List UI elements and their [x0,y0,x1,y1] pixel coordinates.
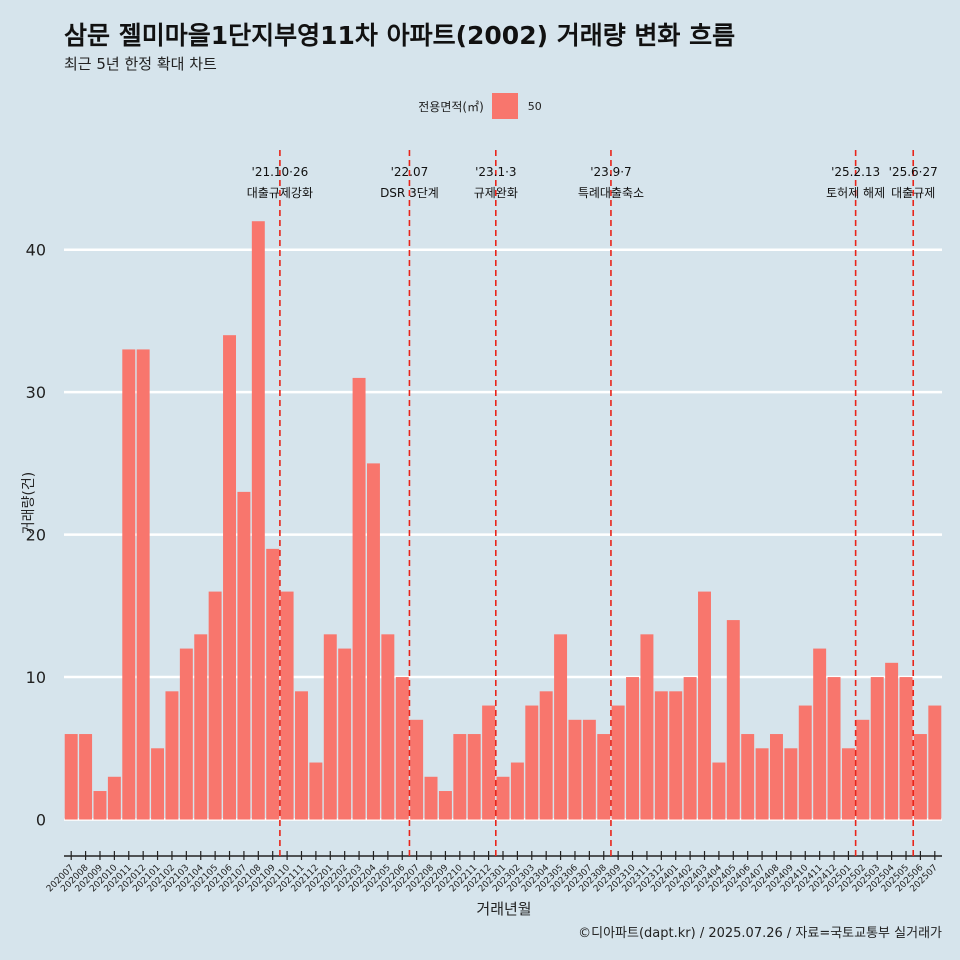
bar [712,762,726,820]
bar [352,377,366,820]
bar [698,591,711,820]
bar [813,648,827,820]
bar [640,634,654,820]
event-date-label: '25.6·27 [889,165,938,179]
bar [568,719,582,820]
bar [410,719,424,820]
event-date-label: '25.2.13 [831,165,880,179]
event-date-label: '23.9·7 [590,165,631,179]
bar [381,634,395,820]
bar [769,734,783,820]
bar [539,691,553,820]
legend-label: 50 [527,99,542,113]
bar [827,677,841,820]
bar [899,677,913,820]
bar [93,791,107,820]
bar [913,734,927,820]
bar [208,591,222,820]
bar [323,634,337,820]
y-axis-label: 거래량(건) [21,471,37,535]
bar [870,677,884,820]
bar [755,748,769,820]
bar [165,691,179,820]
bar [726,620,740,820]
event-name-label: 토허제 해제 [826,186,885,200]
bar [467,734,481,820]
legend-title: 전용면적(㎡) [418,99,484,114]
bar [280,591,294,820]
bar [554,634,568,820]
bar [366,463,380,820]
chart-title: 삼문 젤미마을1단지부영11차 아파트(2002) 거래량 변화 흐름 [64,21,736,50]
bar [928,705,942,820]
bar [266,548,280,820]
bar [798,705,812,820]
legend-color-key [491,93,518,119]
bar [482,705,496,820]
bar [338,648,352,820]
event-name-label: 대출규제강화 [247,186,313,200]
event-name-label: DSR 3단계 [380,186,439,200]
bar [841,748,855,820]
bar [654,691,668,820]
y-tick-label: 30 [26,383,46,402]
chart-subtitle: 최근 5년 한정 확대 차트 [64,55,217,73]
bar [237,491,251,820]
bar [582,719,596,820]
x-axis-label: 거래년월 [476,900,532,918]
bar [597,734,611,820]
bar [784,748,798,820]
bar [510,762,524,820]
bar [122,349,136,820]
bar [136,349,150,820]
y-tick-label: 0 [36,811,46,830]
bar [683,677,697,820]
y-tick-label: 40 [26,241,46,260]
bar [856,719,870,820]
bar [669,691,683,820]
source-caption: ©디아파트(dapt.kr) / 2025.07.26 / 자료=국토교통부 실… [578,926,942,941]
bar [438,791,452,820]
bar [611,705,625,820]
bar [107,776,121,820]
bar [151,748,165,820]
bar [251,221,265,820]
y-tick-label: 10 [26,668,46,687]
bar [424,776,438,820]
event-date-label: '21.10·26 [252,165,309,179]
bar [453,734,467,820]
bar [525,705,539,820]
event-name-label: 대출규제 [891,186,935,200]
bar [395,677,409,820]
bar [496,776,510,820]
bar [309,762,323,820]
y-tick-label: 20 [26,526,46,545]
bar [741,734,755,820]
legend: 전용면적(㎡) 50 [0,93,960,119]
bar [295,691,308,820]
bar [194,634,208,820]
event-name-label: 특례대출축소 [578,186,644,200]
bar [79,734,93,820]
bar [885,662,899,820]
bar [179,648,193,820]
bar [223,335,237,820]
bar [64,734,78,820]
event-date-label: '23.1·3 [475,165,516,179]
event-name-label: 규제완화 [474,186,518,200]
bar [626,677,640,820]
event-date-label: '22.07 [391,165,429,179]
